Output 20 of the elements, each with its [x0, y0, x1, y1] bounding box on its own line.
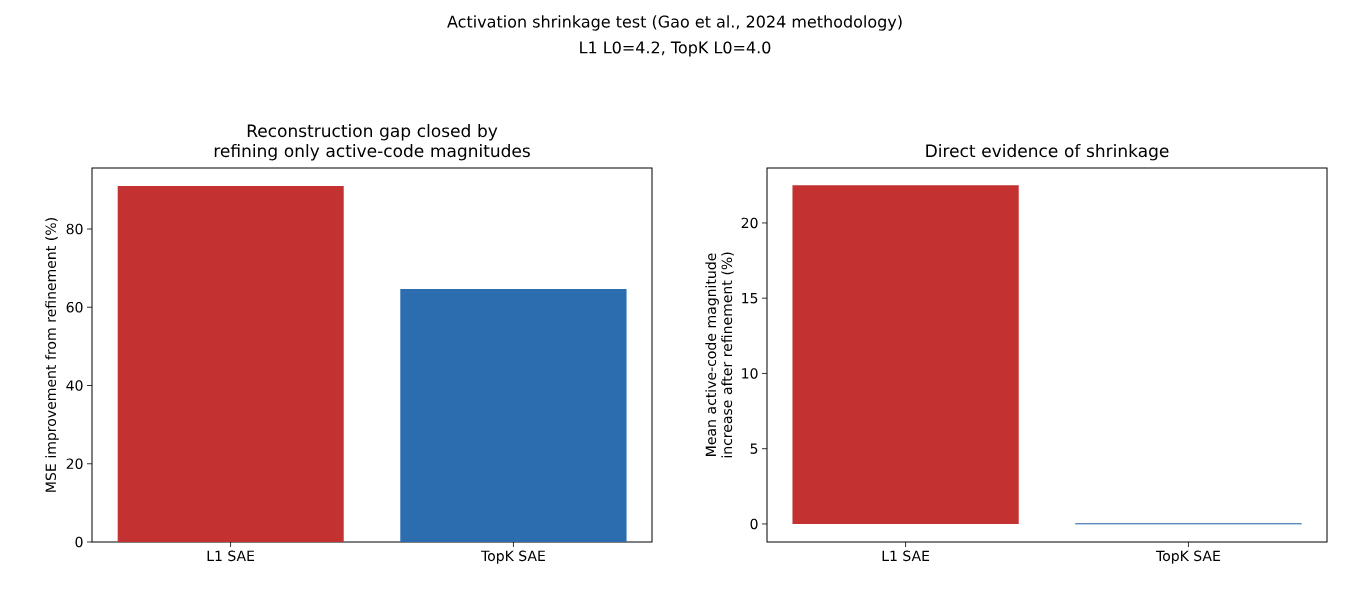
y-tick-label: 15 — [742, 292, 758, 304]
y-tick-label: 60 — [66, 301, 83, 313]
y-axis-title: MSE improvement from refinement (%) — [45, 218, 59, 492]
chart-title: Reconstruction gap closed by refining only active-code magnitudes — [214, 124, 530, 161]
text: Activation shrinkage test (Gao et al., 2024 methodology) — [447, 15, 902, 31]
x-tick-label: L1 SAE — [207, 550, 255, 562]
y-tick-label: 20 — [741, 217, 758, 229]
y-tick-label: 5 — [750, 443, 758, 454]
chart-title: Direct evidence of shrinkage — [926, 144, 1169, 161]
x-tick-label: TopK SAE — [480, 550, 545, 564]
x-tick-label: TopK SAE — [1155, 550, 1220, 564]
text: L1 L0=4.2, TopK L0=4.0 — [580, 41, 771, 57]
x-tick-label: L1 SAE — [882, 550, 930, 562]
y-tick-label: 80 — [66, 223, 83, 235]
y-axis-title: Mean active-code magnitude increase after refinement (%) — [705, 252, 734, 458]
y-tick-label: 10 — [742, 368, 758, 379]
y-tick-label: 20 — [66, 458, 83, 470]
y-tick-label: 40 — [66, 380, 83, 391]
y-tick-label: 0 — [75, 536, 83, 548]
y-tick-label: 0 — [750, 518, 758, 530]
